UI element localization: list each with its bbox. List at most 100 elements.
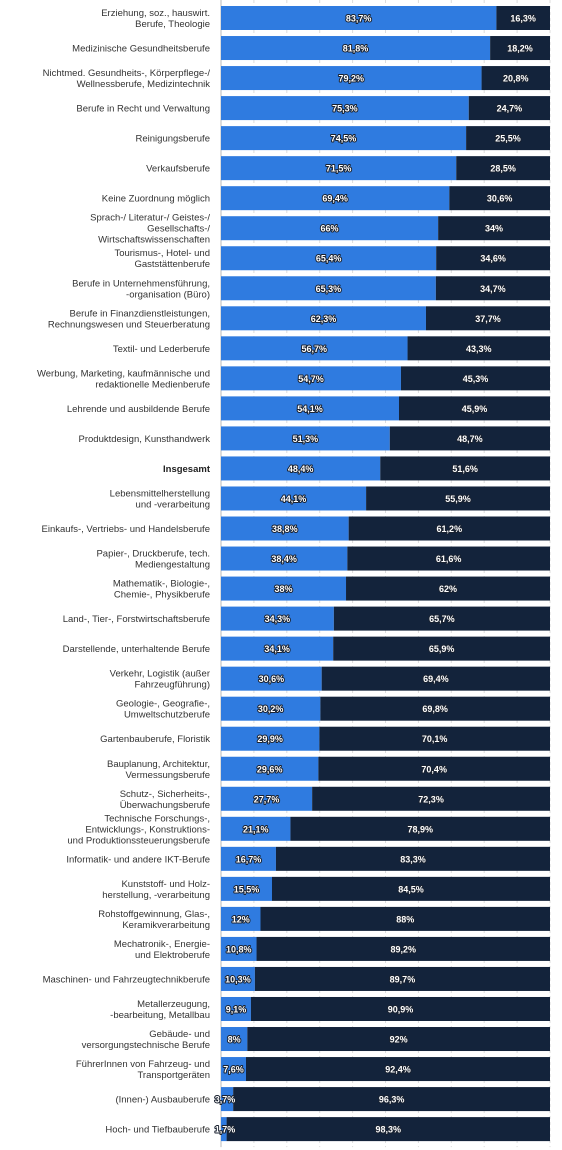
bar-segment-primary bbox=[221, 816, 291, 841]
bar-value-label: 71,5% bbox=[326, 164, 352, 174]
category-label-line: Berufe in Unternehmensführung, bbox=[72, 278, 210, 289]
category-label-line: Werbung, Marketing, kaufmännische und bbox=[37, 368, 210, 379]
category-label-line: Mathematik-, Biologie-, bbox=[113, 579, 210, 590]
category-label: Metallerzeugung, -bearbeitung, Metallbau bbox=[110, 999, 210, 1021]
bar-value-label: 1,7% bbox=[215, 1125, 236, 1135]
category-labels-group: Erziehung, soz., hauswirt. Berufe, Theolo… bbox=[37, 8, 211, 1136]
category-label-line: Fahrzeugführung) bbox=[134, 680, 210, 691]
bar-value-label: 69,4% bbox=[322, 194, 348, 204]
bar-value-label: 25,5% bbox=[495, 134, 521, 144]
category-label-line: Nichtmed. Gesundheits-, Körperpflege-/ bbox=[43, 68, 211, 79]
bar-segment-secondary bbox=[435, 276, 550, 301]
bar-value-label: 28,5% bbox=[490, 164, 516, 174]
bar-segment-secondary bbox=[226, 1117, 550, 1142]
category-label: Kunststoff- und Holz-herstellung, -verar… bbox=[102, 879, 210, 901]
bar-value-label: 3,7% bbox=[215, 1095, 236, 1105]
bar-segment-primary bbox=[221, 846, 276, 871]
bar-value-label: 69,4% bbox=[423, 674, 449, 684]
bar-segment-secondary bbox=[407, 336, 550, 361]
category-label-line: Erziehung, soz., hauswirt. bbox=[101, 8, 210, 19]
bar-value-label: 56,7% bbox=[302, 344, 328, 354]
category-label: Hoch- und Tiefbauberufe bbox=[105, 1125, 210, 1136]
category-label-line: Verkehr, Logistik (außer bbox=[110, 669, 210, 680]
bar-value-label: 70,4% bbox=[421, 764, 447, 774]
bar-segment-primary bbox=[221, 996, 251, 1021]
bar-segment-primary bbox=[221, 396, 399, 421]
bar-segment-secondary bbox=[496, 6, 550, 30]
bar-value-label: 38,4% bbox=[271, 554, 297, 564]
bar-value-label: 12% bbox=[232, 914, 250, 924]
bar-value-label: 72,3% bbox=[418, 794, 444, 804]
bar-value-label: 51,3% bbox=[293, 434, 319, 444]
bar-value-label: 29,9% bbox=[257, 734, 283, 744]
category-label: Keine Zuordnung möglich bbox=[102, 194, 210, 205]
bar-value-label: 66% bbox=[321, 224, 339, 234]
category-label: Gartenbauberufe, Floristik bbox=[100, 734, 210, 745]
bar-value-label: 34,3% bbox=[265, 614, 291, 624]
bar-value-label: 84,5% bbox=[398, 884, 424, 894]
bar-segment-secondary bbox=[254, 966, 550, 991]
bar-segment-secondary bbox=[333, 636, 550, 661]
category-label: Bauplanung, Architektur, Vermessungsberuf… bbox=[107, 759, 210, 781]
bar-value-label: 30,6% bbox=[487, 194, 513, 204]
category-label: Verkaufsberufe bbox=[146, 164, 210, 175]
bar-segment-primary bbox=[221, 606, 334, 631]
bar-value-label: 10,8% bbox=[226, 944, 252, 954]
category-label: Einkaufs-, Vertriebs- und Handelsberufe bbox=[42, 524, 210, 535]
bar-value-label: 27,7% bbox=[254, 794, 280, 804]
bar-segment-primary bbox=[221, 1087, 234, 1112]
bar-segment-primary bbox=[221, 786, 313, 811]
bar-segment-secondary bbox=[318, 756, 550, 781]
category-label-line: Sprach-/ Literatur-/ Geistes-/ bbox=[90, 213, 210, 224]
bar-segment-secondary bbox=[456, 156, 550, 181]
bar-segment-primary bbox=[221, 336, 408, 361]
category-label-line: versorgungstechnische Berufe bbox=[82, 1040, 210, 1051]
category-label: Gebäude- und versorgungstechnische Berufe bbox=[82, 1029, 210, 1051]
category-label: Berufe in Unternehmensführung, -organisat… bbox=[72, 278, 210, 300]
bar-value-label: 69,8% bbox=[422, 704, 448, 714]
bar-value-label: 65,3% bbox=[316, 284, 342, 294]
bar-segment-primary bbox=[221, 156, 457, 181]
bar-segment-secondary bbox=[348, 516, 550, 541]
bar-segment-primary bbox=[221, 516, 349, 541]
category-label-line: Berufe in Recht und Verwaltung bbox=[76, 104, 210, 115]
bar-segment-primary bbox=[221, 936, 257, 961]
bar-segment-primary bbox=[221, 276, 436, 301]
bar-value-label: 89,2% bbox=[391, 944, 417, 954]
bar-value-label: 79,2% bbox=[339, 74, 365, 84]
bar-value-label: 9,1% bbox=[226, 1004, 247, 1014]
bar-segment-secondary bbox=[233, 1087, 550, 1112]
category-label-line: Maschinen- und Fahrzeugtechnikberufe bbox=[43, 974, 210, 985]
category-label: Informatik- und andere IKT-Berufe bbox=[66, 854, 210, 865]
bar-segment-primary bbox=[221, 756, 319, 781]
bar-value-label: 51,6% bbox=[452, 464, 478, 474]
value-labels-group: 83,7% 16,3% 81,8% 18,2% 79,2% 20,8% 75,3% 24,7%… bbox=[214, 13, 537, 1136]
category-label-line: Lehrende und ausbildende Berufe bbox=[67, 404, 210, 415]
category-label: Darstellende, unterhaltende Berufe bbox=[63, 644, 210, 655]
category-label: Berufe in Finanzdienstleistungen, Rechnun… bbox=[48, 308, 210, 330]
category-label-line: Transportgeräten bbox=[137, 1070, 210, 1081]
category-label-line: Gesellschafts-/ bbox=[147, 224, 210, 235]
bar-value-label: 30,2% bbox=[258, 704, 284, 714]
category-label: Lehrende und ausbildende Berufe bbox=[67, 404, 210, 415]
bar-segment-primary bbox=[221, 636, 334, 661]
bar-value-label: 34% bbox=[485, 224, 503, 234]
bar-value-label: 7,6% bbox=[223, 1065, 244, 1075]
bar-value-label: 38% bbox=[275, 584, 293, 594]
bar-value-label: 8% bbox=[228, 1035, 241, 1045]
bar-segment-secondary bbox=[247, 1027, 550, 1052]
bar-segment-primary bbox=[221, 666, 322, 691]
category-label: Nichtmed. Gesundheits-, Körperpflege-/We… bbox=[43, 68, 211, 90]
category-label-line: -organisation (Büro) bbox=[126, 289, 210, 300]
category-label: Textil- und Lederberufe bbox=[113, 344, 210, 355]
bar-value-label: 75,3% bbox=[332, 104, 358, 114]
category-label: Reinigungsberufe bbox=[136, 134, 210, 145]
category-label: Tourismus-, Hotel- und Gaststättenberufe bbox=[114, 248, 210, 270]
bar-value-label: 83,3% bbox=[400, 854, 426, 864]
bar-segment-secondary bbox=[366, 486, 550, 511]
category-label-line: Überwachungsberufe bbox=[120, 800, 210, 811]
category-label: Mechatronik-, Energie-und Elektroberufe bbox=[114, 939, 210, 961]
category-label-line: und -verarbeitung bbox=[136, 499, 210, 510]
category-label-line: Einkaufs-, Vertriebs- und Handelsberufe bbox=[42, 524, 210, 535]
bar-segment-secondary bbox=[380, 456, 550, 481]
